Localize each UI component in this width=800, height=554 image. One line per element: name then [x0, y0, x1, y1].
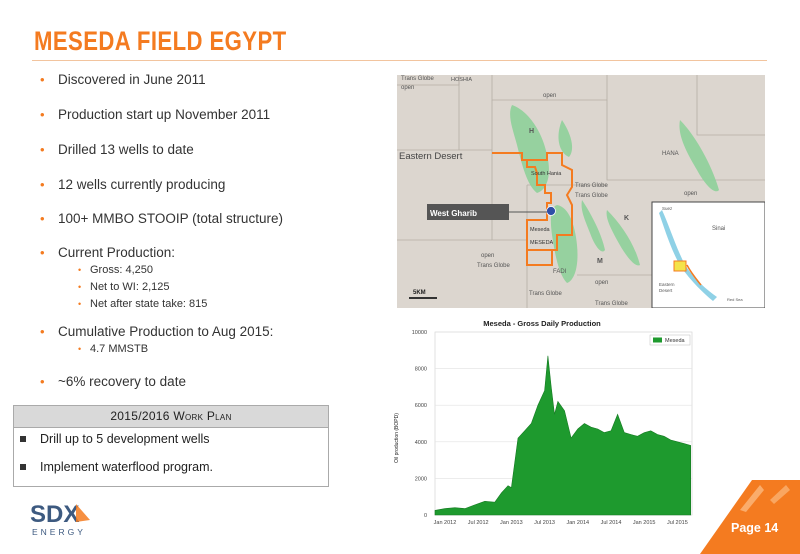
map-label: open	[401, 85, 414, 91]
bullet-item: • 12 wells currently producing	[40, 177, 226, 192]
sub-bullet: • 4.7 MMSTB	[78, 343, 149, 355]
map-label: 5KM	[413, 290, 426, 296]
work-plan-item: Implement waterflood program.	[20, 460, 213, 474]
x-tick-label: Jan 2014	[566, 520, 589, 526]
x-tick-label: Jul 2014	[601, 520, 622, 526]
logo-sub: ENERGY	[32, 527, 86, 537]
work-plan-title: 2015/2016 Work Plan	[14, 406, 328, 428]
map-label: MESEDA	[530, 240, 554, 246]
logo-brand: SDX	[30, 501, 79, 528]
y-tick-label: 10000	[412, 330, 427, 336]
map-label: Trans Globe	[477, 263, 510, 269]
map-label: open	[481, 253, 494, 259]
sdx-logo: SDX ENERGY	[30, 501, 90, 537]
work-plan-item: Drill up to 5 development wells	[20, 432, 210, 446]
map-label: Eastern Desert	[399, 151, 463, 162]
legend-label: Meseda	[665, 338, 686, 344]
series-area-meseda	[434, 355, 691, 516]
y-tick-label: 2000	[415, 476, 427, 482]
work-plan-box: 2015/2016 Work Plan Drill up to 5 develo…	[13, 405, 329, 487]
map-label: open	[543, 93, 556, 99]
legend-box	[649, 334, 691, 346]
square-bullet-icon	[20, 435, 26, 442]
page-number: Page 14	[731, 521, 779, 535]
map-label: K	[624, 215, 629, 222]
map-label: Desert	[659, 288, 673, 293]
sub-bullet: • Gross: 4,250	[78, 264, 153, 276]
x-tick-label: Jul 2013	[534, 520, 555, 526]
legend-swatch	[653, 337, 662, 343]
y-tick-label: 4000	[415, 440, 427, 446]
map-label: West Gharib	[430, 209, 477, 218]
y-tick-label: 8000	[415, 367, 427, 373]
bullet-item: • Current Production:	[40, 245, 176, 260]
map-label: Sinai	[712, 226, 725, 232]
bullet-item: • Production start up November 2011	[40, 107, 271, 122]
map-label: Trans Globe	[529, 291, 562, 297]
bullet-item: • 100+ MMBO STOOIP (total structure)	[40, 211, 283, 226]
map-label: Suez	[662, 206, 673, 211]
map-label: Meseda	[530, 227, 551, 233]
map-label: Trans Globe	[401, 76, 434, 82]
y-tick-label: 0	[424, 513, 427, 519]
map-label: Trans Globe	[595, 301, 628, 307]
x-tick-label: Jan 2013	[500, 520, 523, 526]
map-label: open	[595, 280, 608, 286]
bullet-item: • Cumulative Production to Aug 2015:	[40, 324, 274, 339]
map-label: Red Sea	[727, 297, 743, 302]
y-axis-label: Oil production (BOPD)	[394, 413, 400, 463]
square-bullet-icon	[20, 463, 26, 470]
sub-bullet: • Net after state take: 815	[78, 298, 208, 310]
bullet-item: • Discovered in June 2011	[40, 72, 206, 87]
x-tick-label: Jul 2015	[667, 520, 688, 526]
x-tick-label: Jan 2015	[633, 520, 656, 526]
map-label: HANA	[662, 151, 679, 157]
map-label: H	[529, 128, 534, 135]
map-label: South Hania	[531, 171, 562, 177]
x-tick-label: Jul 2012	[468, 520, 489, 526]
map-label: open	[684, 191, 697, 197]
field-map: Trans Globe open HOSHIA open H Eastern D…	[397, 75, 765, 308]
map-label: Eastern	[659, 282, 675, 287]
production-chart: Meseda - Gross Daily Production Oil prod…	[394, 319, 693, 526]
x-tick-label: Jan 2012	[434, 520, 457, 526]
map-label: Trans Globe	[575, 183, 608, 189]
title-divider	[32, 60, 767, 61]
chart-title: Meseda - Gross Daily Production	[483, 319, 601, 328]
map-label: HOSHIA	[451, 77, 472, 83]
bullet-item: • Drilled 13 wells to date	[40, 142, 194, 157]
y-tick-label: 6000	[415, 403, 427, 409]
sub-bullet: • Net to WI: 2,125	[78, 281, 170, 293]
page-corner-graphic	[700, 480, 800, 554]
map-label: Trans Globe	[575, 193, 608, 199]
map-label: FADI	[553, 269, 567, 275]
map-label: M	[597, 258, 603, 265]
slide-title: MESEDA FIELD EGYPT	[34, 26, 287, 56]
bullet-item: • ~6% recovery to date	[40, 374, 186, 389]
